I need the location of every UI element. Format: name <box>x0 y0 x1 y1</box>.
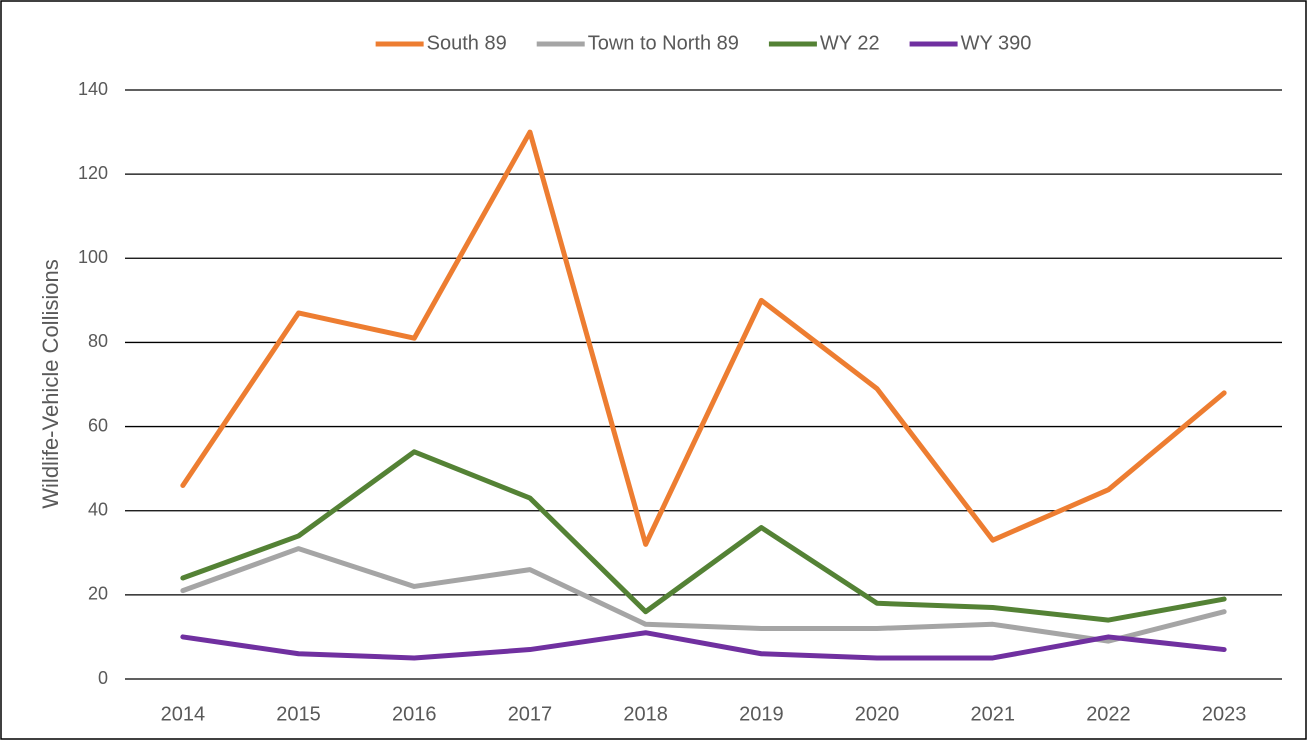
legend-label: WY 22 <box>820 32 880 54</box>
y-tick-label: 40 <box>88 499 108 519</box>
legend-label: Town to North 89 <box>588 32 739 54</box>
legend-label: South 89 <box>427 32 507 54</box>
x-tick-label: 2020 <box>855 703 900 725</box>
y-tick-label: 20 <box>88 584 108 604</box>
y-tick-label: 80 <box>88 331 108 351</box>
y-tick-label: 60 <box>88 415 108 435</box>
y-tick-label: 120 <box>78 163 108 183</box>
x-tick-label: 2023 <box>1202 703 1247 725</box>
x-tick-label: 2016 <box>392 703 437 725</box>
x-tick-label: 2018 <box>623 703 668 725</box>
series-line <box>180 449 1227 623</box>
y-axis-label: Wildlife-Vehicle Collisions <box>38 259 63 508</box>
x-tick-label: 2014 <box>161 703 206 725</box>
x-tick-label: 2021 <box>971 703 1016 725</box>
legend-label: WY 390 <box>961 32 1032 54</box>
series-line <box>180 129 1227 547</box>
x-tick-label: 2019 <box>739 703 784 725</box>
y-tick-label: 0 <box>98 668 108 688</box>
y-tick-label: 140 <box>78 79 108 99</box>
series-line <box>180 546 1227 644</box>
y-tick-label: 100 <box>78 247 108 267</box>
x-tick-label: 2022 <box>1086 703 1131 725</box>
series-line <box>180 630 1227 661</box>
x-tick-label: 2017 <box>508 703 553 725</box>
x-tick-label: 2015 <box>276 703 321 725</box>
